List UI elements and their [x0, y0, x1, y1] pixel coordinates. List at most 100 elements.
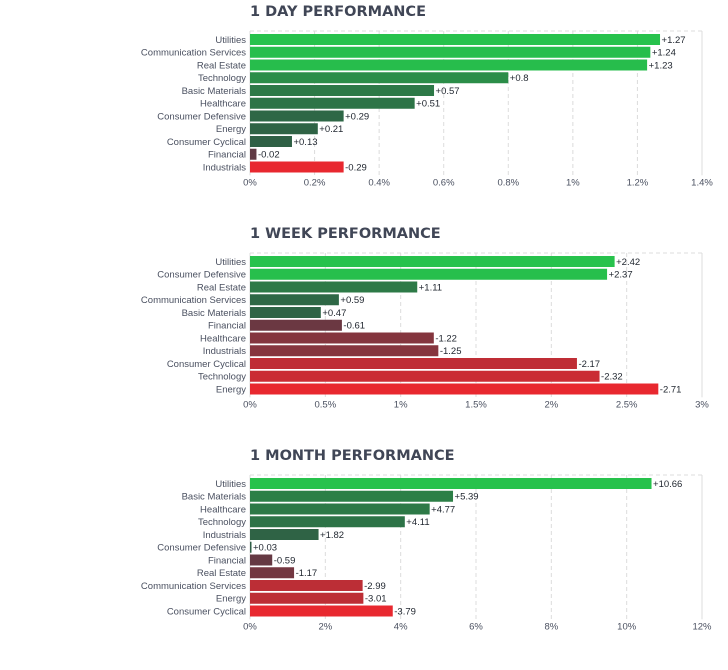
bar: [250, 383, 659, 395]
bar: [250, 478, 652, 489]
value-label: +4.11: [406, 517, 429, 528]
category-label: Financial: [208, 321, 246, 332]
bar: [250, 281, 418, 293]
value-label: +0.21: [319, 124, 343, 135]
x-tick-label: 0.5%: [315, 399, 337, 410]
category-label: Communication Services: [141, 295, 246, 306]
category-label: Basic Materials: [182, 492, 247, 503]
x-tick-label: 0%: [243, 621, 257, 632]
category-label: Utilities: [215, 257, 246, 268]
bar: [250, 345, 439, 357]
category-label: Consumer Defensive: [157, 543, 246, 554]
category-label: Real Estate: [197, 282, 246, 293]
bar: [250, 605, 393, 617]
bar: [250, 319, 342, 331]
bar: [250, 294, 339, 306]
category-label: Energy: [216, 594, 246, 605]
bar: [250, 268, 608, 280]
week-performance-panel: 1 WEEK PERFORMANCE 0% 0.5% 1% 1.5% 2% 2.5% 3% U…: [0, 226, 728, 448]
category-label: Consumer Cyclical: [167, 606, 246, 617]
x-tick-label: 3%: [695, 399, 709, 410]
value-label: +4.77: [431, 504, 455, 515]
day-performance-title: 1 DAY PERFORMANCE: [250, 4, 426, 20]
value-label: -0.59: [274, 555, 296, 566]
category-label: Basic Materials: [182, 86, 247, 97]
x-tick-label: 0%: [243, 399, 257, 410]
value-label: +0.57: [436, 86, 460, 97]
x-tick-label: 1.4%: [691, 177, 713, 188]
bar: [250, 567, 295, 579]
bar: [250, 123, 318, 135]
x-tick-label: 1%: [394, 399, 408, 410]
day-performance-chart: 0% 0.2% 0.4% 0.6% 0.8% 1% 1.2% 1.4% Utilities +1.…: [141, 30, 713, 188]
value-label: +0.59: [340, 295, 364, 306]
value-label: +10.66: [653, 479, 682, 490]
bar: [250, 256, 615, 267]
category-label: Industrials: [203, 346, 247, 357]
value-label: -2.17: [578, 359, 600, 370]
bar: [250, 332, 434, 344]
bar: [250, 72, 509, 84]
bar: [250, 136, 292, 147]
x-tick-label: 0.6%: [433, 177, 455, 188]
value-label: +0.8: [510, 73, 529, 84]
category-label: Real Estate: [197, 60, 246, 71]
category-label: Consumer Defensive: [157, 111, 246, 122]
value-label: +2.37: [609, 270, 633, 281]
month-performance-chart: 0% 2% 4% 6% 8% 10% 12% Utilities +10.66 Basic Mat…: [141, 474, 712, 632]
value-label: +1.82: [320, 530, 344, 541]
week-performance-chart: 0% 0.5% 1% 1.5% 2% 2.5% 3% Utilities +2.42 Consum…: [141, 252, 709, 410]
bar: [250, 161, 344, 173]
category-label: Energy: [216, 124, 246, 135]
category-label: Technology: [198, 73, 246, 84]
bar: [250, 85, 435, 96]
bar: [250, 46, 651, 58]
bar: [250, 554, 273, 566]
value-label: +1.27: [662, 35, 686, 46]
value-label: +5.39: [455, 492, 479, 503]
category-label: Healthcare: [200, 333, 246, 344]
x-tick-label: 0.8%: [497, 177, 519, 188]
bar: [250, 148, 257, 160]
month-performance-title: 1 MONTH PERFORMANCE: [250, 448, 455, 464]
category-label: Technology: [198, 517, 246, 528]
x-tick-label: 10%: [617, 621, 637, 632]
value-label: +0.13: [293, 137, 317, 148]
bar: [250, 529, 319, 540]
value-label: +0.47: [322, 308, 346, 319]
value-label: -2.99: [364, 581, 386, 592]
x-tick-label: 0%: [243, 177, 257, 188]
value-label: -2.71: [660, 384, 682, 395]
category-label: Technology: [198, 372, 246, 383]
x-tick-label: 0.4%: [368, 177, 390, 188]
bar: [250, 541, 252, 553]
month-performance-panel: 1 MONTH PERFORMANCE 0% 2% 4% 6% 8% 10% 12% Util…: [0, 448, 728, 670]
category-label: Industrials: [203, 162, 247, 173]
value-label: +0.51: [416, 99, 440, 110]
bar: [250, 516, 405, 528]
x-tick-label: 4%: [394, 621, 408, 632]
category-label: Communication Services: [141, 581, 246, 592]
x-tick-label: 1.5%: [465, 399, 487, 410]
value-label: -1.25: [440, 346, 462, 357]
bar: [250, 34, 661, 45]
value-label: +0.03: [253, 543, 277, 554]
value-label: -2.32: [601, 372, 623, 383]
x-tick-label: 0.2%: [304, 177, 326, 188]
category-label: Basic Materials: [182, 308, 247, 319]
x-tick-label: 2%: [318, 621, 332, 632]
bar: [250, 97, 415, 109]
week-performance-title: 1 WEEK PERFORMANCE: [250, 226, 441, 242]
category-label: Energy: [216, 384, 246, 395]
bar: [250, 358, 577, 369]
value-label: -0.61: [343, 321, 365, 332]
bar: [250, 110, 344, 122]
bar: [250, 592, 364, 604]
category-label: Healthcare: [200, 504, 246, 515]
category-label: Utilities: [215, 35, 246, 46]
bar: [250, 370, 600, 382]
value-label: +1.11: [419, 282, 442, 293]
x-tick-label: 6%: [469, 621, 483, 632]
x-tick-label: 1%: [566, 177, 580, 188]
value-label: +1.23: [649, 60, 673, 71]
